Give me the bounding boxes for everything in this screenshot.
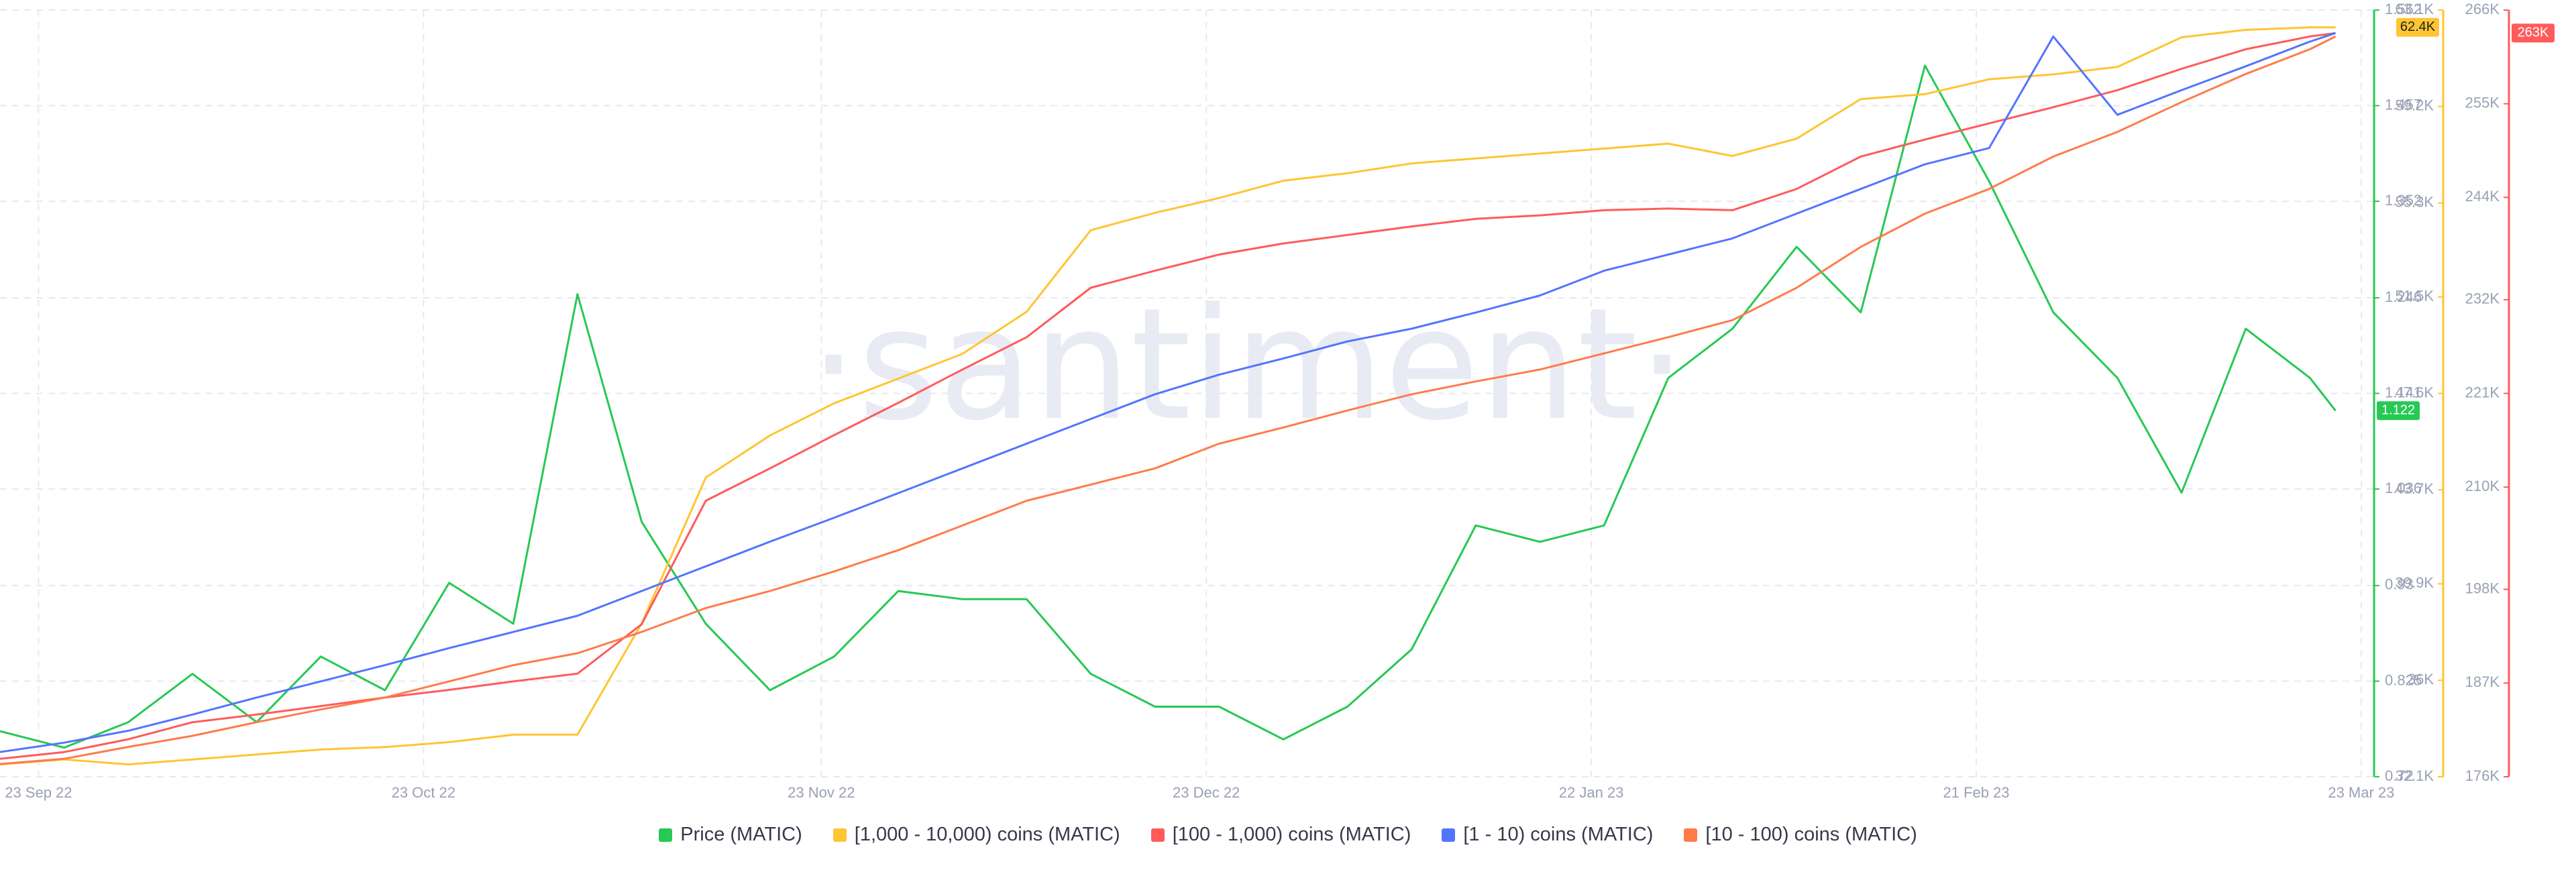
x-tick-label: 23 Dec 22 <box>1173 784 1240 801</box>
y-tick-label: 221K <box>2465 384 2500 400</box>
legend-item[interactable]: Price (MATIC) <box>659 824 802 846</box>
y-tick-label: 39.9K <box>2396 574 2434 591</box>
y-tick-label: 0.93 <box>2385 576 2414 593</box>
y-tick-label: 51.5K <box>2396 288 2434 305</box>
y-tick-label: 266K <box>2465 1 2500 17</box>
legend-swatch <box>1150 828 1165 842</box>
legend-item[interactable]: [100 - 1,000) coins (MATIC) <box>1150 824 1411 846</box>
badge-bg <box>2512 23 2555 43</box>
legend-swatch <box>1442 828 1456 842</box>
series-line <box>0 64 2337 749</box>
chart: ·santiment· 0.72 0.825 0.93 1.036 1.141 1.246… <box>0 1 2555 801</box>
legend-item[interactable]: [1 - 10) coins (MATIC) <box>1442 824 1653 846</box>
legend-item[interactable]: [10 - 100) coins (MATIC) <box>1684 824 1917 846</box>
y-tick-label: 1.141 <box>2385 384 2422 400</box>
x-tick-label: 23 Mar 23 <box>2328 784 2394 801</box>
y-tick-label: 1.246 <box>2385 288 2422 305</box>
badge-bg <box>2377 401 2420 421</box>
value-badge: 263K <box>2512 23 2555 43</box>
legend-swatch <box>833 828 847 842</box>
y-tick-label: 63.1K <box>2396 1 2434 17</box>
x-tick-label: 23 Sep 22 <box>5 784 72 801</box>
series-line <box>0 36 2337 765</box>
value-badge: 1.122 <box>2377 401 2420 421</box>
y-tick-label: 0.72 <box>2385 767 2414 784</box>
series-line <box>0 32 2337 753</box>
y-tick-label: 0.825 <box>2385 671 2422 688</box>
legend-label: [1,000 - 10,000) coins (MATIC) <box>854 824 1120 845</box>
series-line <box>0 26 2336 766</box>
y-tick-label: 255K <box>2465 95 2500 111</box>
legend-label: [100 - 1,000) coins (MATIC) <box>1172 824 1411 845</box>
y-tick-label: 59.2K <box>2396 97 2434 114</box>
y-tick-label: 47.6K <box>2396 384 2434 400</box>
y-tick-label: 1.036 <box>2385 480 2422 496</box>
y-tick-label: 244K <box>2465 188 2500 205</box>
y-tick-label: 43.7K <box>2396 480 2434 497</box>
y-tick-label: 1.352 <box>2385 192 2422 209</box>
badge-bg <box>2396 17 2439 37</box>
x-tick-label: 21 Feb 23 <box>1943 784 2009 801</box>
x-tick-label: 23 Nov 22 <box>788 784 855 801</box>
value-badge: 62.4K <box>2396 17 2439 37</box>
y-tick-label: 187K <box>2465 673 2500 690</box>
y-tick-label: 232K <box>2465 290 2500 307</box>
legend: Price (MATIC) [1,000 - 10,000) coins (MAT… <box>0 824 2576 846</box>
y-tick-label: 36K <box>2408 671 2434 688</box>
series-line <box>0 32 2336 760</box>
x-tick-label: 23 Oct 22 <box>392 784 455 801</box>
badge-label: 263K <box>2518 25 2549 40</box>
y-tick-label: 1.562 <box>2385 1 2422 17</box>
legend-swatch <box>1684 828 1698 842</box>
badge-label: 62.4K <box>2400 19 2436 34</box>
legend-label: [1 - 10) coins (MATIC) <box>1463 824 1654 845</box>
legend-label: [10 - 100) coins (MATIC) <box>1705 824 1917 845</box>
legend-swatch <box>659 828 673 842</box>
y-tick-label: 198K <box>2465 580 2500 596</box>
watermark: ·santiment· <box>809 276 1686 455</box>
y-tick-label: 176K <box>2465 767 2500 784</box>
badge-label: 1.122 <box>2381 403 2415 418</box>
x-tick-label: 22 Jan 23 <box>1559 784 1624 801</box>
y-tick-label: 55.3K <box>2396 193 2434 210</box>
y-tick-label: 210K <box>2465 478 2500 494</box>
legend-label: Price (MATIC) <box>680 824 802 845</box>
y-tick-label: 32.1K <box>2396 767 2434 784</box>
y-tick-label: 1.457 <box>2385 96 2422 113</box>
legend-item[interactable]: [1,000 - 10,000) coins (MATIC) <box>833 824 1120 846</box>
